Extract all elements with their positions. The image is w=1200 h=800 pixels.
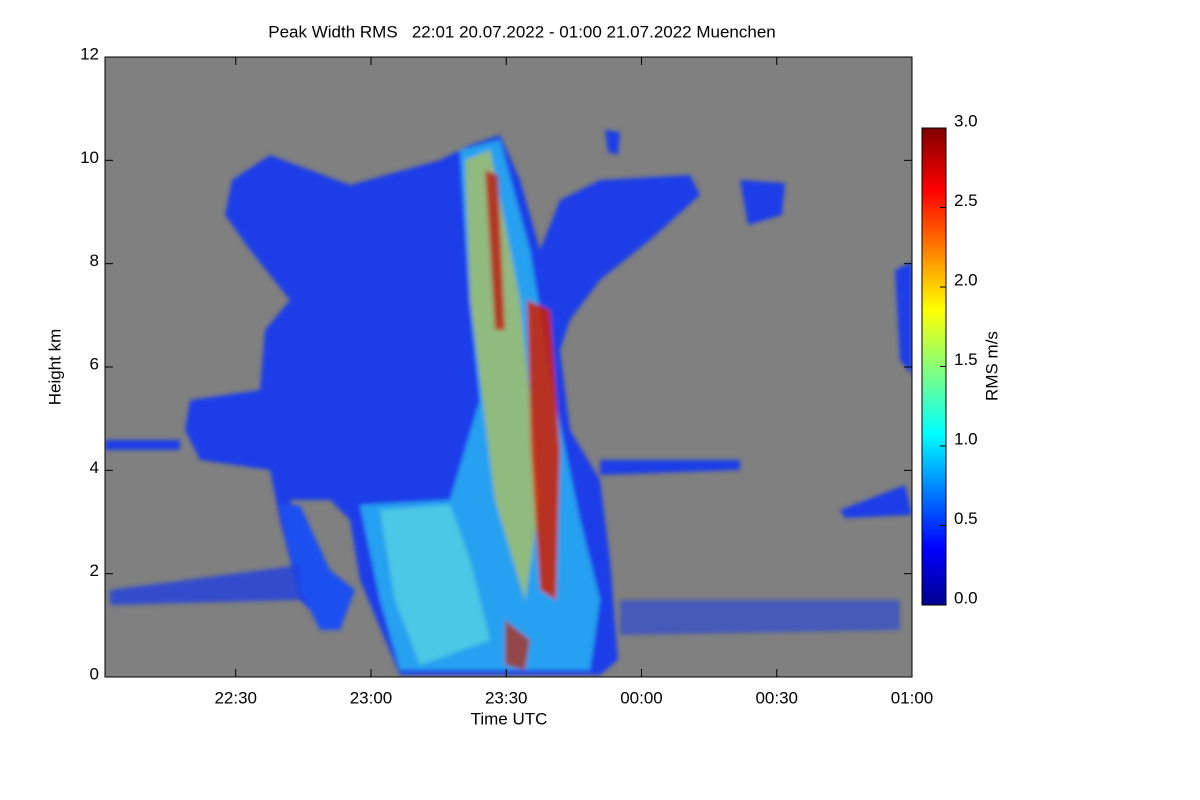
colorbar-tick-label: 0.5 — [954, 509, 978, 528]
y-tick-label: 12 — [80, 44, 99, 63]
colorbar-tick-label: 1.5 — [954, 350, 978, 369]
heatmap-image — [105, 130, 912, 675]
x-tick-label: 00:00 — [620, 688, 663, 707]
x-axis-label: Time UTC — [471, 709, 548, 728]
colorbar-label: RMS m/s — [982, 331, 1001, 401]
x-tick-label: 22:30 — [214, 688, 257, 707]
colorbar-tick-label: 2.0 — [954, 270, 978, 289]
chart-title: Peak Width RMS 22:01 20.07.2022 - 01:00 … — [268, 22, 776, 41]
colorbar-tick-label: 0.0 — [954, 588, 978, 607]
y-tick-label: 2 — [90, 561, 99, 580]
y-tick-label: 10 — [80, 148, 99, 167]
x-tick-label: 23:00 — [350, 688, 393, 707]
x-tick-label: 00:30 — [755, 688, 798, 707]
y-tick-label: 0 — [90, 664, 99, 683]
y-tick-label: 8 — [90, 251, 99, 270]
colorbar-tick-label: 3.0 — [954, 111, 978, 130]
y-tick-label: 4 — [90, 458, 99, 477]
y-tick-label: 6 — [90, 354, 99, 373]
x-tick-label: 23:30 — [485, 688, 528, 707]
x-tick-label: 01:00 — [891, 688, 934, 707]
colorbar-tick-label: 1.0 — [954, 429, 978, 448]
colorbar-tick-label: 2.5 — [954, 191, 978, 210]
y-axis-label: Height km — [45, 329, 64, 406]
